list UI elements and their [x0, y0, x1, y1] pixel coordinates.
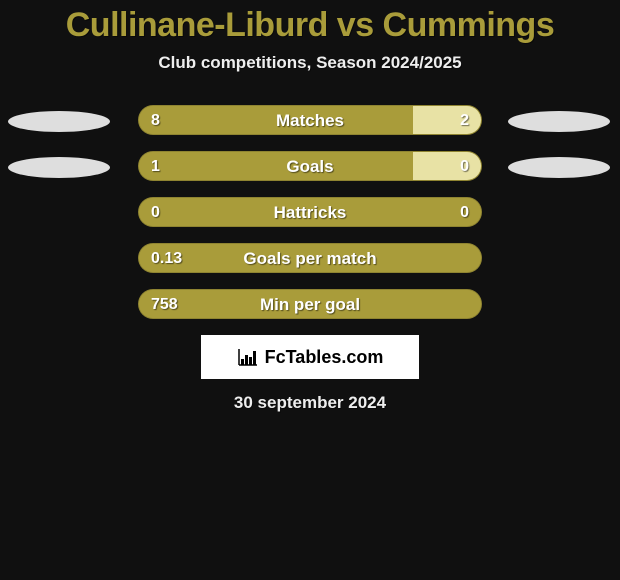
stat-row: 82Matches — [0, 105, 620, 135]
stat-value-left: 0.13 — [151, 244, 182, 272]
brand-box: FcTables.com — [201, 335, 419, 379]
stat-value-right: 2 — [460, 106, 469, 134]
stat-bar-left-fill — [139, 106, 413, 134]
stat-value-left: 0 — [151, 198, 160, 226]
stat-bar: 10Goals — [138, 151, 482, 181]
stat-value-right: 0 — [460, 198, 469, 226]
date-text: 30 september 2024 — [0, 393, 620, 413]
brand-text: FcTables.com — [265, 347, 384, 368]
stat-rows: 82Matches10Goals00Hattricks0.13Goals per… — [0, 105, 620, 319]
stat-bar: 00Hattricks — [138, 197, 482, 227]
player-left-ellipse — [8, 111, 110, 132]
stat-bar: 0.13Goals per match — [138, 243, 482, 273]
stat-row: 0.13Goals per match — [0, 243, 620, 273]
stat-bar-right-fill — [413, 106, 481, 134]
stat-value-left: 758 — [151, 290, 178, 318]
stat-value-right: 0 — [460, 152, 469, 180]
page-title: Cullinane-Liburd vs Cummings — [0, 0, 620, 45]
subtitle: Club competitions, Season 2024/2025 — [0, 53, 620, 73]
player-left-ellipse — [8, 157, 110, 178]
stat-bar-left-fill — [139, 290, 481, 318]
stat-value-left: 1 — [151, 152, 160, 180]
stat-row: 00Hattricks — [0, 197, 620, 227]
stat-bar-left-fill — [139, 244, 481, 272]
player-right-ellipse — [508, 111, 610, 132]
comparison-infographic: Cullinane-Liburd vs Cummings Club compet… — [0, 0, 620, 580]
stat-bar-left-fill — [139, 198, 481, 226]
stat-row: 10Goals — [0, 151, 620, 181]
stat-bar: 82Matches — [138, 105, 482, 135]
stat-bar-left-fill — [139, 152, 413, 180]
stat-bar-right-fill — [413, 152, 481, 180]
bar-chart-icon — [237, 347, 259, 367]
stat-bar: 758Min per goal — [138, 289, 482, 319]
stat-row: 758Min per goal — [0, 289, 620, 319]
stat-value-left: 8 — [151, 106, 160, 134]
player-right-ellipse — [508, 157, 610, 178]
